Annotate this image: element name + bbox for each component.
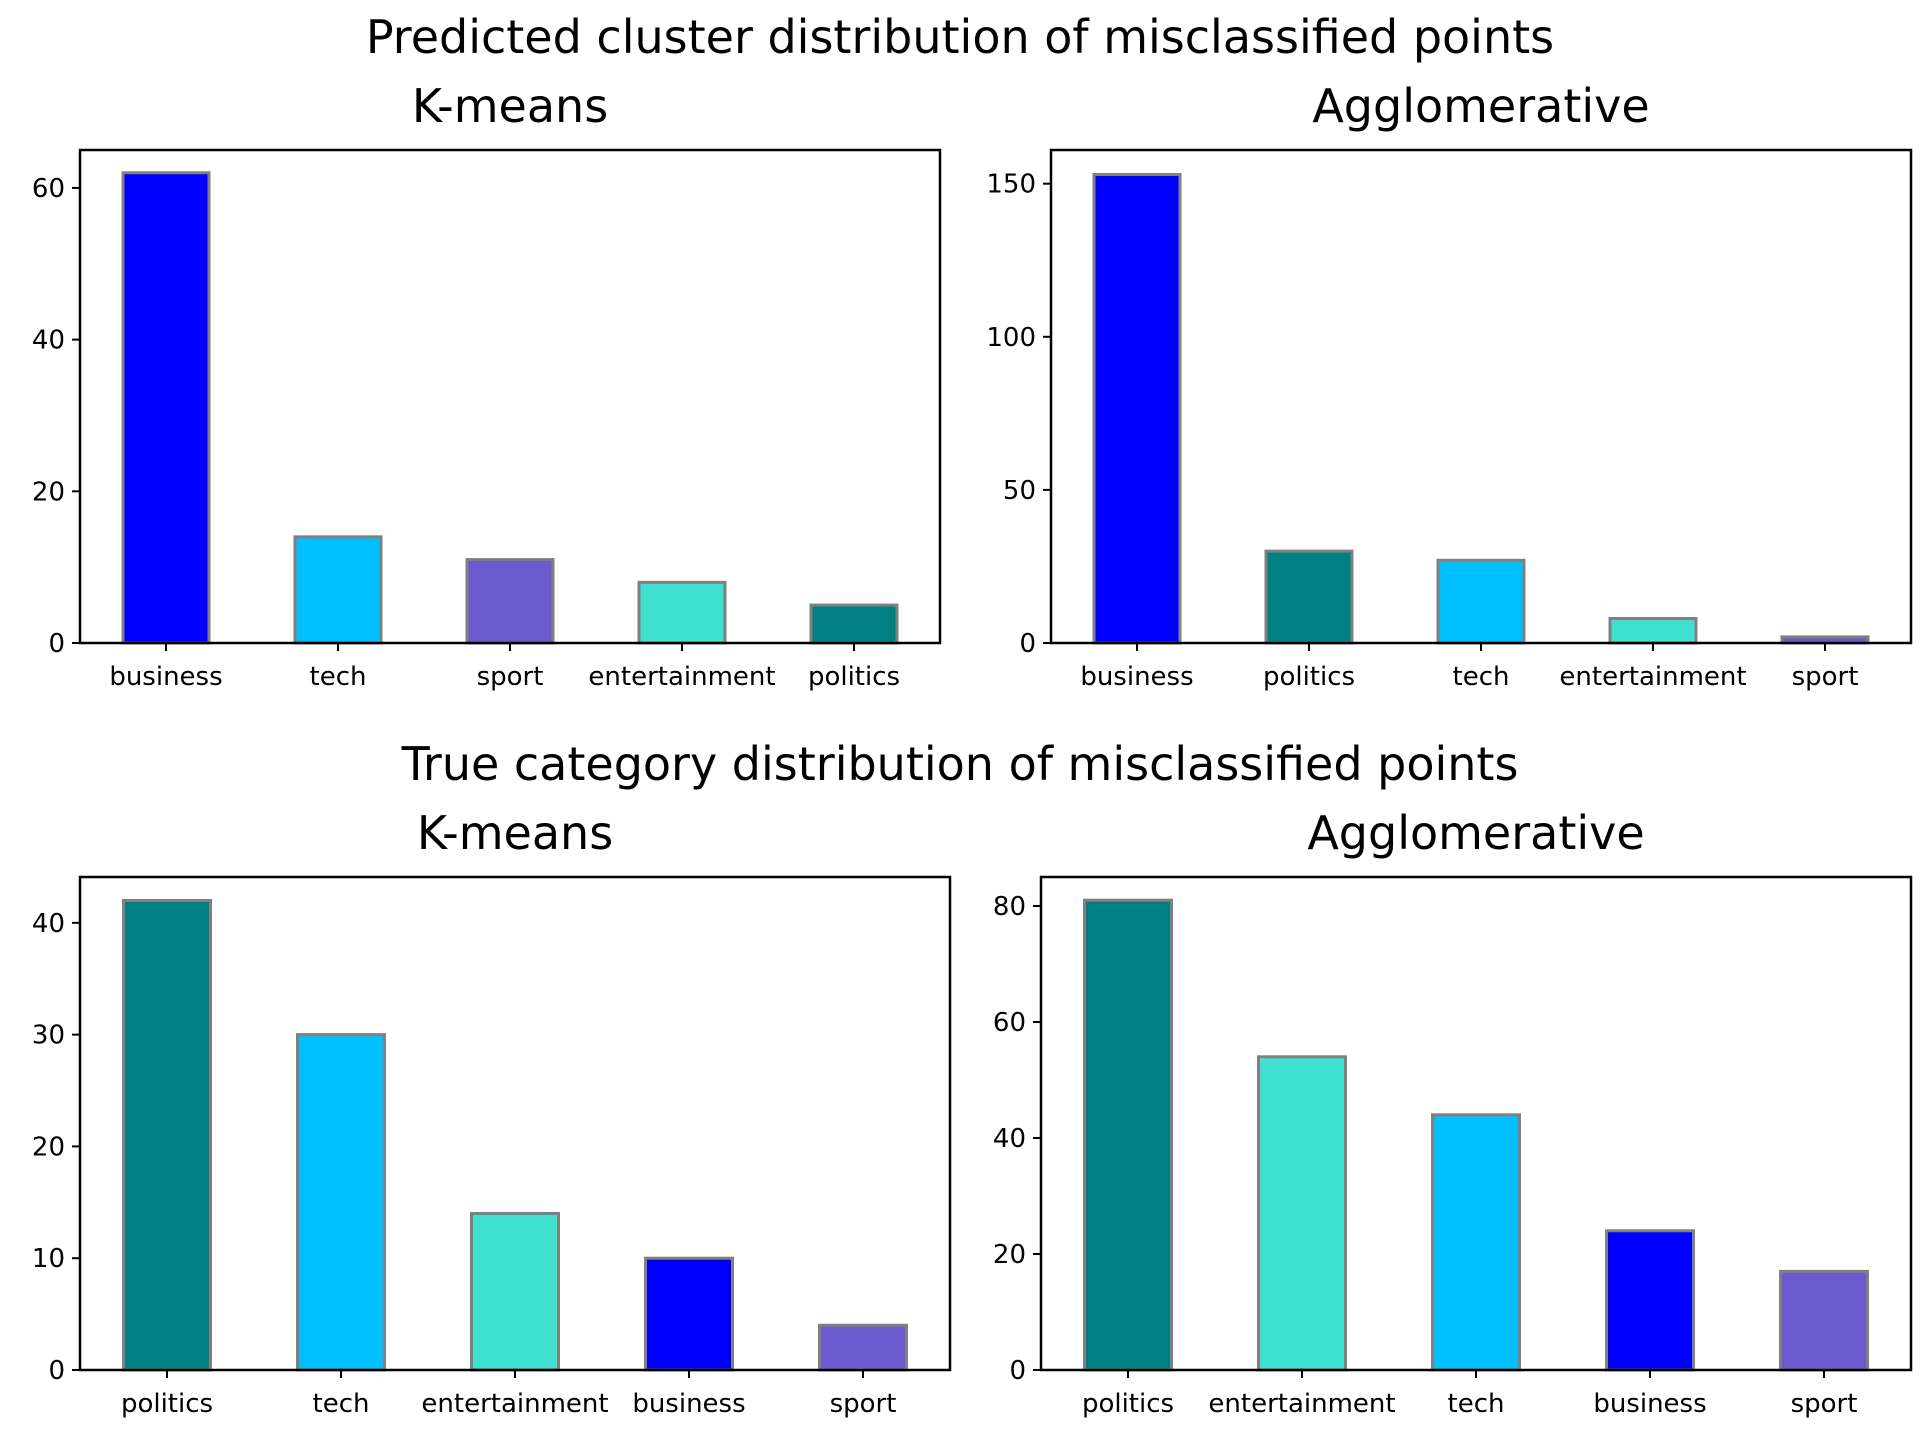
bar-entertainment — [1608, 617, 1698, 645]
panel-title: Agglomerative — [1312, 79, 1649, 133]
x-tick-label: politics — [1263, 662, 1355, 692]
bar-business — [1092, 172, 1182, 645]
bar-entertainment — [470, 1211, 560, 1372]
y-tick-label: 0 — [1009, 1356, 1026, 1386]
bar-politics — [809, 603, 899, 645]
bar-politics — [122, 898, 212, 1372]
x-tick-label: tech — [310, 662, 367, 692]
bar-sport — [465, 558, 555, 645]
axes-frame — [78, 148, 942, 645]
axes-frame — [78, 875, 952, 1372]
x-tick-label: entertainment — [1208, 1389, 1395, 1419]
bar-politics — [1264, 549, 1354, 645]
chart-panel-4: Agglomerative politics entertainment tech bu… — [993, 806, 1913, 1419]
bar-tech — [296, 1033, 386, 1372]
y-tick-label: 40 — [32, 326, 65, 356]
x-tick-label: politics — [808, 662, 900, 692]
y-tick-label: 0 — [48, 629, 65, 659]
x-tick-label: tech — [1453, 662, 1510, 692]
x-tick-label: entertainment — [588, 662, 775, 692]
y-tick-label: 80 — [993, 892, 1026, 922]
x-tick-label: business — [632, 1389, 745, 1419]
axes-frame — [1039, 875, 1913, 1372]
x-tick-label: tech — [313, 1389, 370, 1419]
bar-tech — [293, 535, 383, 645]
suptitle-true: True category distribution of misclassif… — [401, 737, 1519, 791]
x-tick-label: business — [1080, 662, 1193, 692]
y-tick-label: 40 — [32, 909, 65, 939]
bar-politics — [1083, 898, 1173, 1372]
suptitle-predicted: Predicted cluster distribution of miscla… — [365, 10, 1555, 64]
y-tick-label: 0 — [1019, 629, 1036, 659]
axes-frame — [1049, 148, 1913, 645]
chart-panel-3: K-means politics tech entertainment business… — [32, 806, 952, 1419]
chart-panel-2: Agglomerative business politics tech enterta… — [986, 79, 1913, 692]
y-tick-label: 150 — [986, 170, 1036, 200]
x-tick-label: business — [109, 662, 222, 692]
bar-entertainment — [1257, 1055, 1347, 1372]
y-tick-label: 10 — [32, 1244, 65, 1274]
panel-title: K-means — [412, 79, 608, 133]
bar-tech — [1431, 1113, 1521, 1372]
x-tick-label: tech — [1448, 1389, 1505, 1419]
x-tick-label: business — [1593, 1389, 1706, 1419]
y-tick-label: 60 — [32, 174, 65, 204]
x-tick-label: sport — [1792, 662, 1859, 692]
bar-business — [121, 171, 211, 645]
panel-title: K-means — [417, 806, 613, 860]
bar-business — [644, 1256, 734, 1372]
bar-tech — [1436, 558, 1526, 645]
x-tick-label: politics — [121, 1389, 213, 1419]
y-tick-label: 0 — [48, 1356, 65, 1386]
bar-sport — [818, 1323, 908, 1372]
x-tick-label: sport — [1791, 1389, 1858, 1419]
x-tick-label: entertainment — [421, 1389, 608, 1419]
x-tick-label: sport — [477, 662, 544, 692]
y-tick-label: 20 — [32, 1132, 65, 1162]
bar-business — [1605, 1229, 1695, 1372]
y-tick-label: 40 — [993, 1124, 1026, 1154]
y-tick-label: 20 — [993, 1240, 1026, 1270]
y-tick-label: 100 — [986, 323, 1036, 353]
bar-sport — [1779, 1269, 1869, 1372]
chart-panel-1: K-means business tech sport entertainment pol… — [32, 79, 942, 692]
panel-title: Agglomerative — [1307, 806, 1644, 860]
y-tick-label: 50 — [1003, 476, 1036, 506]
y-tick-label: 30 — [32, 1021, 65, 1051]
x-tick-label: entertainment — [1559, 662, 1746, 692]
y-tick-label: 60 — [993, 1008, 1026, 1038]
x-tick-label: sport — [830, 1389, 897, 1419]
bar-entertainment — [637, 580, 727, 645]
x-tick-label: politics — [1082, 1389, 1174, 1419]
y-tick-label: 20 — [32, 477, 65, 507]
